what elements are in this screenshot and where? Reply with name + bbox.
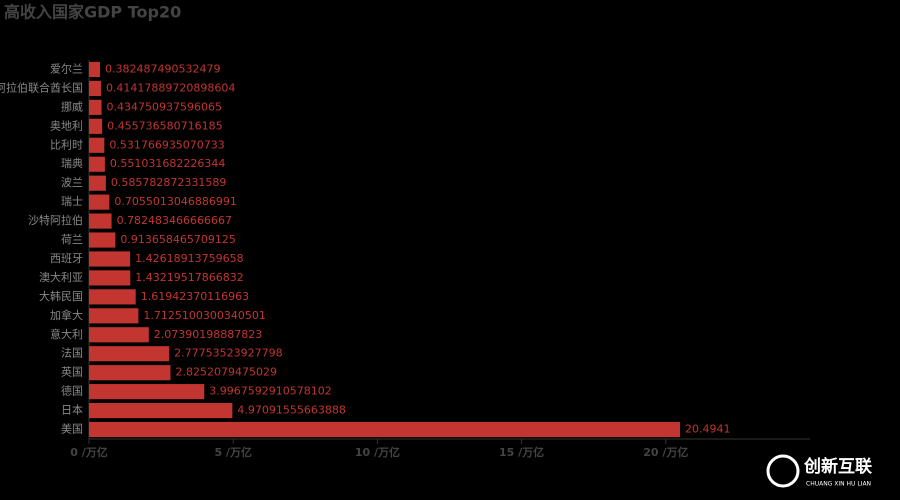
y-tick-label: 日本 bbox=[61, 403, 83, 417]
value-label: 0.455736580716185 bbox=[107, 119, 222, 132]
watermark-title: 创新互联 bbox=[803, 456, 872, 477]
bar bbox=[89, 175, 106, 191]
logo-icon bbox=[766, 454, 800, 488]
value-label: 0.434750937596065 bbox=[107, 100, 222, 113]
y-tick-label: 美国 bbox=[61, 423, 83, 436]
watermark-subtitle: CHUANG XIN HU LIAN bbox=[806, 481, 871, 488]
bar bbox=[89, 118, 103, 134]
value-label: 0.382487490532479 bbox=[105, 62, 220, 75]
bar bbox=[89, 346, 170, 362]
value-label: 3.9967592910578102 bbox=[209, 385, 331, 398]
value-label: 1.7125100300340501 bbox=[143, 309, 265, 322]
y-tick-label: 荷兰 bbox=[61, 233, 83, 246]
bar bbox=[89, 232, 116, 248]
bar bbox=[89, 80, 101, 97]
bar bbox=[89, 365, 171, 381]
y-tick-label: 阿拉伯联合酋长国 bbox=[0, 80, 83, 94]
value-label: 20.4941 bbox=[685, 423, 731, 436]
value-label: 1.42618913759658 bbox=[135, 252, 243, 265]
value-label: 2.8252079475029 bbox=[175, 366, 276, 379]
y-tick-label: 奥地利 bbox=[50, 118, 83, 132]
x-tick-label: 0 /万亿 bbox=[70, 445, 108, 459]
y-tick-label: 法国 bbox=[61, 346, 83, 360]
value-label: 0.782483466666667 bbox=[117, 214, 232, 227]
y-tick-label: 德国 bbox=[61, 384, 83, 398]
x-tick-label: 15 /万亿 bbox=[499, 445, 544, 459]
y-tick-label: 挪威 bbox=[61, 99, 83, 113]
bar bbox=[89, 213, 112, 229]
bar bbox=[89, 421, 681, 438]
value-label: 2.07390198887823 bbox=[154, 328, 262, 341]
y-tick-label: 意大利 bbox=[50, 327, 83, 341]
x-tick-label: 20 /万亿 bbox=[643, 445, 688, 459]
bar bbox=[89, 327, 149, 343]
bar bbox=[89, 194, 110, 210]
value-label: 0.7055013046886991 bbox=[114, 195, 236, 208]
value-label: 0.531766935070733 bbox=[109, 138, 224, 151]
bar bbox=[89, 61, 101, 78]
y-tick-label: 波兰 bbox=[61, 176, 83, 189]
x-tick-label: 10 /万亿 bbox=[355, 445, 400, 459]
y-tick-label: 爱尔兰 bbox=[50, 62, 83, 75]
x-tick-label: 5 /万亿 bbox=[214, 445, 252, 459]
bar bbox=[89, 308, 139, 324]
bar bbox=[89, 270, 131, 286]
y-tick-label: 西班牙 bbox=[50, 252, 83, 265]
bar bbox=[89, 402, 233, 419]
value-label: 2.77753523927798 bbox=[174, 347, 282, 360]
y-tick-label: 瑞士 bbox=[61, 194, 83, 208]
y-tick-label: 大韩民国 bbox=[39, 289, 83, 303]
y-tick-label: 加拿大 bbox=[50, 308, 83, 322]
value-label: 0.585782872331589 bbox=[111, 176, 226, 189]
value-label: 1.43219517866832 bbox=[135, 271, 243, 284]
bar bbox=[89, 99, 102, 115]
chart-title: 高收入国家GDP Top20 bbox=[4, 3, 181, 22]
value-label: 0.913658465709125 bbox=[120, 233, 235, 246]
watermark: 创新互联 CHUANG XIN HU LIAN bbox=[766, 454, 872, 488]
value-label: 4.97091555663888 bbox=[237, 404, 345, 417]
y-tick-label: 沙特阿拉伯 bbox=[28, 213, 83, 227]
y-tick-label: 比利时 bbox=[50, 138, 83, 151]
value-label: 0.41417889720898604 bbox=[106, 81, 235, 94]
bar bbox=[89, 156, 105, 172]
bar bbox=[89, 137, 105, 153]
y-tick-label: 澳大利亚 bbox=[39, 270, 83, 284]
value-label: 0.551031682226344 bbox=[110, 157, 225, 170]
y-tick-label: 英国 bbox=[61, 365, 83, 379]
value-label: 1.61942370116963 bbox=[141, 290, 249, 303]
bar bbox=[89, 289, 136, 305]
y-tick-label: 瑞典 bbox=[61, 156, 83, 170]
bar bbox=[89, 384, 205, 400]
bar bbox=[89, 251, 131, 267]
